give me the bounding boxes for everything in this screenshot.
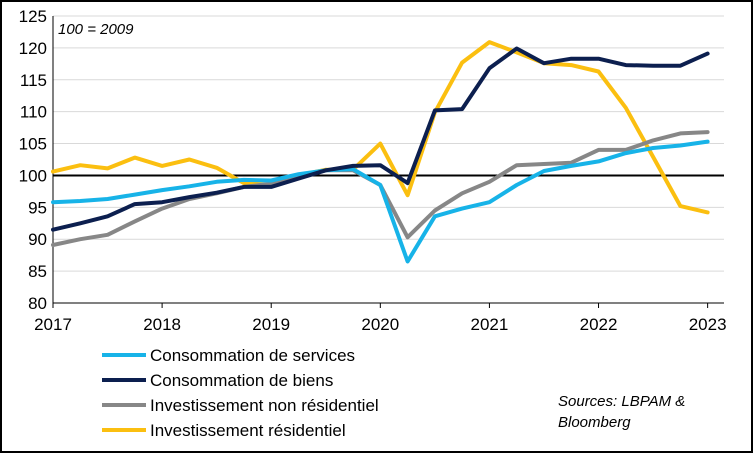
y-axis-tick-labels: 80 85 90 95 100 105 110 115 120 125 (19, 7, 47, 313)
grid-layer (52, 15, 724, 304)
series-line-consommation-de-services (51, 139, 710, 264)
series-line-consommation-de-biens (51, 46, 710, 232)
base-year-annotation: 100 = 2009 (58, 21, 134, 38)
x-tick-label: 2017 (34, 315, 72, 334)
x-axis-tick-labels: 2017 2018 2019 2020 2021 2022 2023 (34, 303, 727, 334)
source-line-1: Sources: LBPAM & (558, 393, 685, 410)
x-tick-label: 2021 (471, 315, 509, 334)
y-tick-label: 100 (19, 166, 47, 185)
y-tick-label: 115 (20, 71, 47, 90)
legend-label-investissement-non-residentiel: Investissement non résidentiel (150, 396, 379, 415)
y-tick-label: 110 (20, 103, 47, 122)
y-tick-label: 85 (28, 262, 47, 281)
legend-label-consommation-de-services: Consommation de services (150, 346, 355, 365)
x-tick-label: 2019 (252, 315, 290, 334)
legend-label-consommation-de-biens: Consommation de biens (150, 371, 333, 390)
legend-label-investissement-residentiel: Investissement résidentiel (150, 421, 346, 440)
series-lines (51, 40, 724, 264)
x-tick-label: 2022 (580, 315, 618, 334)
y-tick-label: 95 (28, 198, 47, 217)
x-tick-label: 2018 (143, 315, 181, 334)
y-tick-label: 125 (19, 7, 47, 26)
y-tick-label: 105 (19, 135, 47, 154)
series-line-investissement-residentiel (51, 40, 710, 215)
y-tick-label: 120 (19, 39, 47, 58)
source-line-2: Bloomberg (558, 414, 631, 431)
x-tick-label: 2020 (361, 315, 399, 334)
legend: Consommation de services Consommation de … (102, 346, 379, 440)
y-tick-label: 90 (28, 230, 47, 249)
y-tick-label: 80 (28, 294, 47, 313)
x-tick-label: 2023 (689, 315, 727, 334)
